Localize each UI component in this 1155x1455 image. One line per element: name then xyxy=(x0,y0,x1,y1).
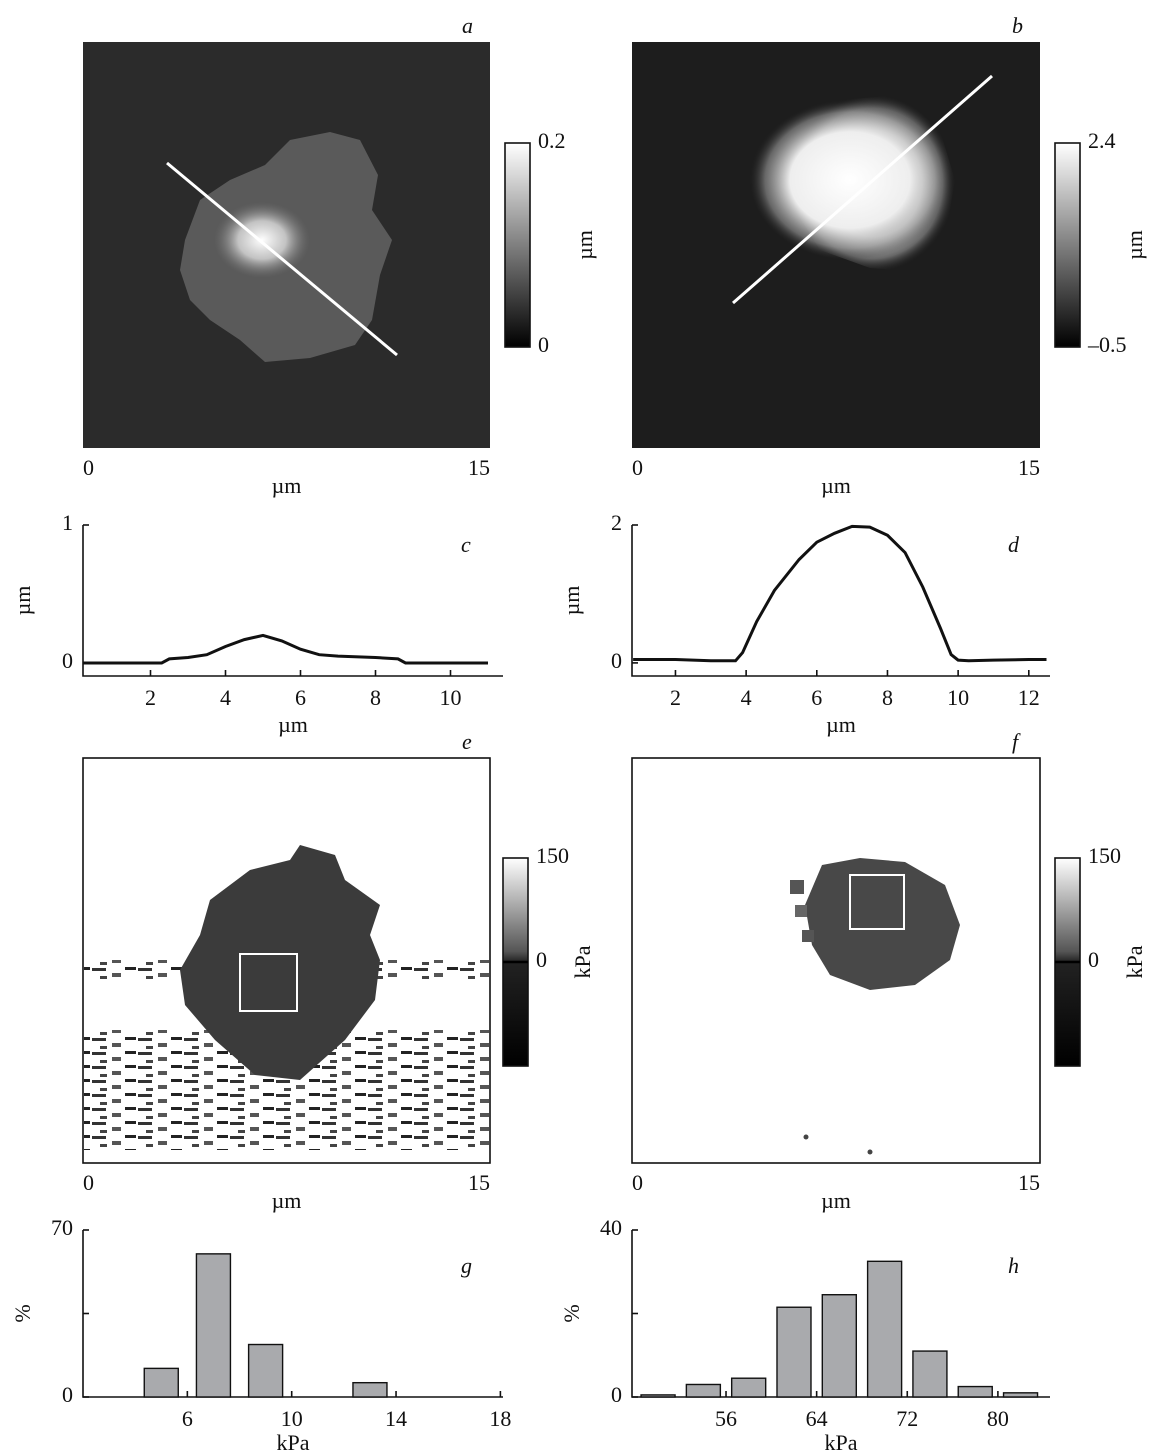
bar xyxy=(913,1351,947,1397)
x-axis-label: µm xyxy=(821,473,851,498)
colorbar-label: kPa xyxy=(570,945,595,978)
x-axis-label: µm xyxy=(272,1188,302,1213)
y-tick-label: 0 xyxy=(62,1382,73,1407)
colorbar-tick-label: 150 xyxy=(536,843,569,868)
x-axis-label: µm xyxy=(278,712,308,737)
x-tick-label: 6 xyxy=(182,1406,193,1431)
panel-letter: f xyxy=(1012,729,1021,754)
bar xyxy=(686,1384,720,1397)
y-axis-label: µm xyxy=(559,586,584,616)
colorbar-tick-label: 2.4 xyxy=(1088,128,1116,153)
bar xyxy=(1004,1393,1038,1397)
x-tick-label: 4 xyxy=(741,685,752,710)
x-tick-label: 0 xyxy=(632,455,643,480)
y-tick-label: 2 xyxy=(611,510,622,535)
colorbar-tick-label: 0 xyxy=(1088,947,1099,972)
panel-letter: a xyxy=(462,13,473,38)
x-tick-label: 0 xyxy=(83,455,94,480)
panel-letter: c xyxy=(461,532,471,557)
bar xyxy=(196,1254,230,1397)
bar xyxy=(868,1261,902,1397)
x-axis-label: µm xyxy=(821,1188,851,1213)
x-tick-label: 14 xyxy=(385,1406,407,1431)
x-axis-label: kPa xyxy=(277,1430,310,1455)
x-axis-label: µm xyxy=(272,473,302,498)
axes xyxy=(632,525,1050,676)
panel-letter: g xyxy=(461,1253,472,1278)
image-b xyxy=(632,42,1040,448)
colorbar-tick-label: 0 xyxy=(536,947,547,972)
x-tick-label: 72 xyxy=(896,1406,918,1431)
y-axis-label: % xyxy=(10,1304,35,1322)
colorbar xyxy=(505,143,530,347)
y-tick-label: 1 xyxy=(62,510,73,535)
x-tick-label: 15 xyxy=(468,455,490,480)
profile-line xyxy=(83,635,488,663)
colorbar-tick-label: 0.2 xyxy=(538,128,566,153)
panel-letter: d xyxy=(1008,532,1020,557)
y-tick-label: 0 xyxy=(611,648,622,673)
x-tick-label: 8 xyxy=(370,685,381,710)
panel-letter: e xyxy=(462,729,472,754)
colorbar-tick-label: 150 xyxy=(1088,843,1121,868)
colorbar-tick-label: 0 xyxy=(538,332,549,357)
bar xyxy=(641,1395,675,1397)
bar xyxy=(732,1378,766,1397)
image-e xyxy=(83,758,490,1163)
x-tick-label: 2 xyxy=(145,685,156,710)
x-tick-label: 0 xyxy=(83,1170,94,1195)
y-tick-label: 70 xyxy=(51,1215,73,1240)
image-f xyxy=(632,758,1040,1163)
x-tick-label: 15 xyxy=(468,1170,490,1195)
figure: a 0 15 µm 0 0.2 µm b 0 15 µm –0.5 2.4 µm c 2 4 6 8 10 0 1 µm µm… xyxy=(0,0,1155,1455)
x-tick-label: 64 xyxy=(806,1406,828,1431)
x-tick-label: 8 xyxy=(882,685,893,710)
x-tick-label: 2 xyxy=(670,685,681,710)
colorbar-label: µm xyxy=(572,230,597,260)
x-tick-label: 18 xyxy=(489,1406,511,1431)
x-tick-label: 10 xyxy=(947,685,969,710)
x-tick-label: 6 xyxy=(811,685,822,710)
x-tick-label: 10 xyxy=(281,1406,303,1431)
x-tick-label: 12 xyxy=(1018,685,1040,710)
y-axis-label: µm xyxy=(10,586,35,616)
x-tick-label: 6 xyxy=(295,685,306,710)
x-axis-label: kPa xyxy=(825,1430,858,1455)
x-tick-label: 80 xyxy=(987,1406,1009,1431)
colorbar-label: kPa xyxy=(1122,945,1147,978)
x-tick-label: 0 xyxy=(632,1170,643,1195)
x-tick-label: 4 xyxy=(220,685,231,710)
x-tick-label: 10 xyxy=(440,685,462,710)
image-a xyxy=(83,42,490,448)
x-tick-label: 56 xyxy=(715,1406,737,1431)
panel-letter: h xyxy=(1008,1253,1019,1278)
y-axis-label: % xyxy=(559,1304,584,1322)
y-tick-label: 40 xyxy=(600,1215,622,1240)
bar xyxy=(958,1387,992,1397)
colorbar xyxy=(1055,143,1080,347)
axes xyxy=(83,525,503,676)
bar xyxy=(353,1383,387,1397)
x-tick-label: 15 xyxy=(1018,455,1040,480)
bar xyxy=(249,1345,283,1397)
bar xyxy=(777,1307,811,1397)
y-tick-label: 0 xyxy=(62,648,73,673)
colorbar-label: µm xyxy=(1122,230,1147,260)
y-tick-label: 0 xyxy=(611,1382,622,1407)
colorbar-tick-label: –0.5 xyxy=(1087,332,1127,357)
panel-letter: b xyxy=(1012,13,1023,38)
bar xyxy=(144,1368,178,1397)
x-axis-label: µm xyxy=(826,712,856,737)
profile-line xyxy=(633,526,1046,660)
x-tick-label: 15 xyxy=(1018,1170,1040,1195)
bar xyxy=(822,1295,856,1397)
